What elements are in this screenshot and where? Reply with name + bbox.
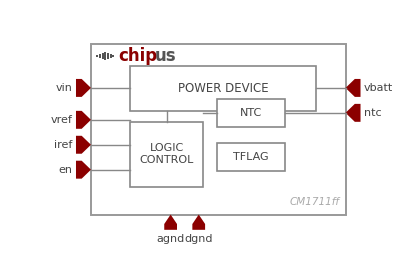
Text: vref: vref [51,115,73,125]
Bar [218,99,285,127]
Bar [102,53,104,59]
Bar [130,122,204,187]
Text: iref: iref [54,140,73,150]
Text: ntc: ntc [364,108,381,118]
Text: POWER DEVICE: POWER DEVICE [178,82,268,95]
Text: TFLAG: TFLAG [233,152,269,162]
Polygon shape [76,111,91,129]
Text: CM1711ff: CM1711ff [289,197,339,207]
Bar [107,53,109,59]
Text: LOGIC
CONTROL: LOGIC CONTROL [139,143,194,165]
Text: us: us [155,47,176,65]
Polygon shape [345,104,361,122]
Text: dgnd: dgnd [185,234,213,244]
Text: chip: chip [118,47,157,65]
Bar [110,54,112,58]
Bar [91,44,345,214]
Bar [130,66,316,111]
Bar [218,143,285,171]
Text: agnd: agnd [156,234,185,244]
Text: NTC: NTC [240,108,262,118]
Bar [96,55,98,57]
Text: en: en [59,165,73,175]
Text: vbatt: vbatt [364,83,393,93]
Polygon shape [76,79,91,97]
Bar [104,52,106,60]
Polygon shape [76,136,91,154]
Polygon shape [192,214,205,230]
Bar [99,54,101,58]
Bar [112,55,114,57]
Text: vin: vin [56,83,73,93]
Polygon shape [164,214,177,230]
Polygon shape [345,79,361,97]
Polygon shape [76,161,91,179]
